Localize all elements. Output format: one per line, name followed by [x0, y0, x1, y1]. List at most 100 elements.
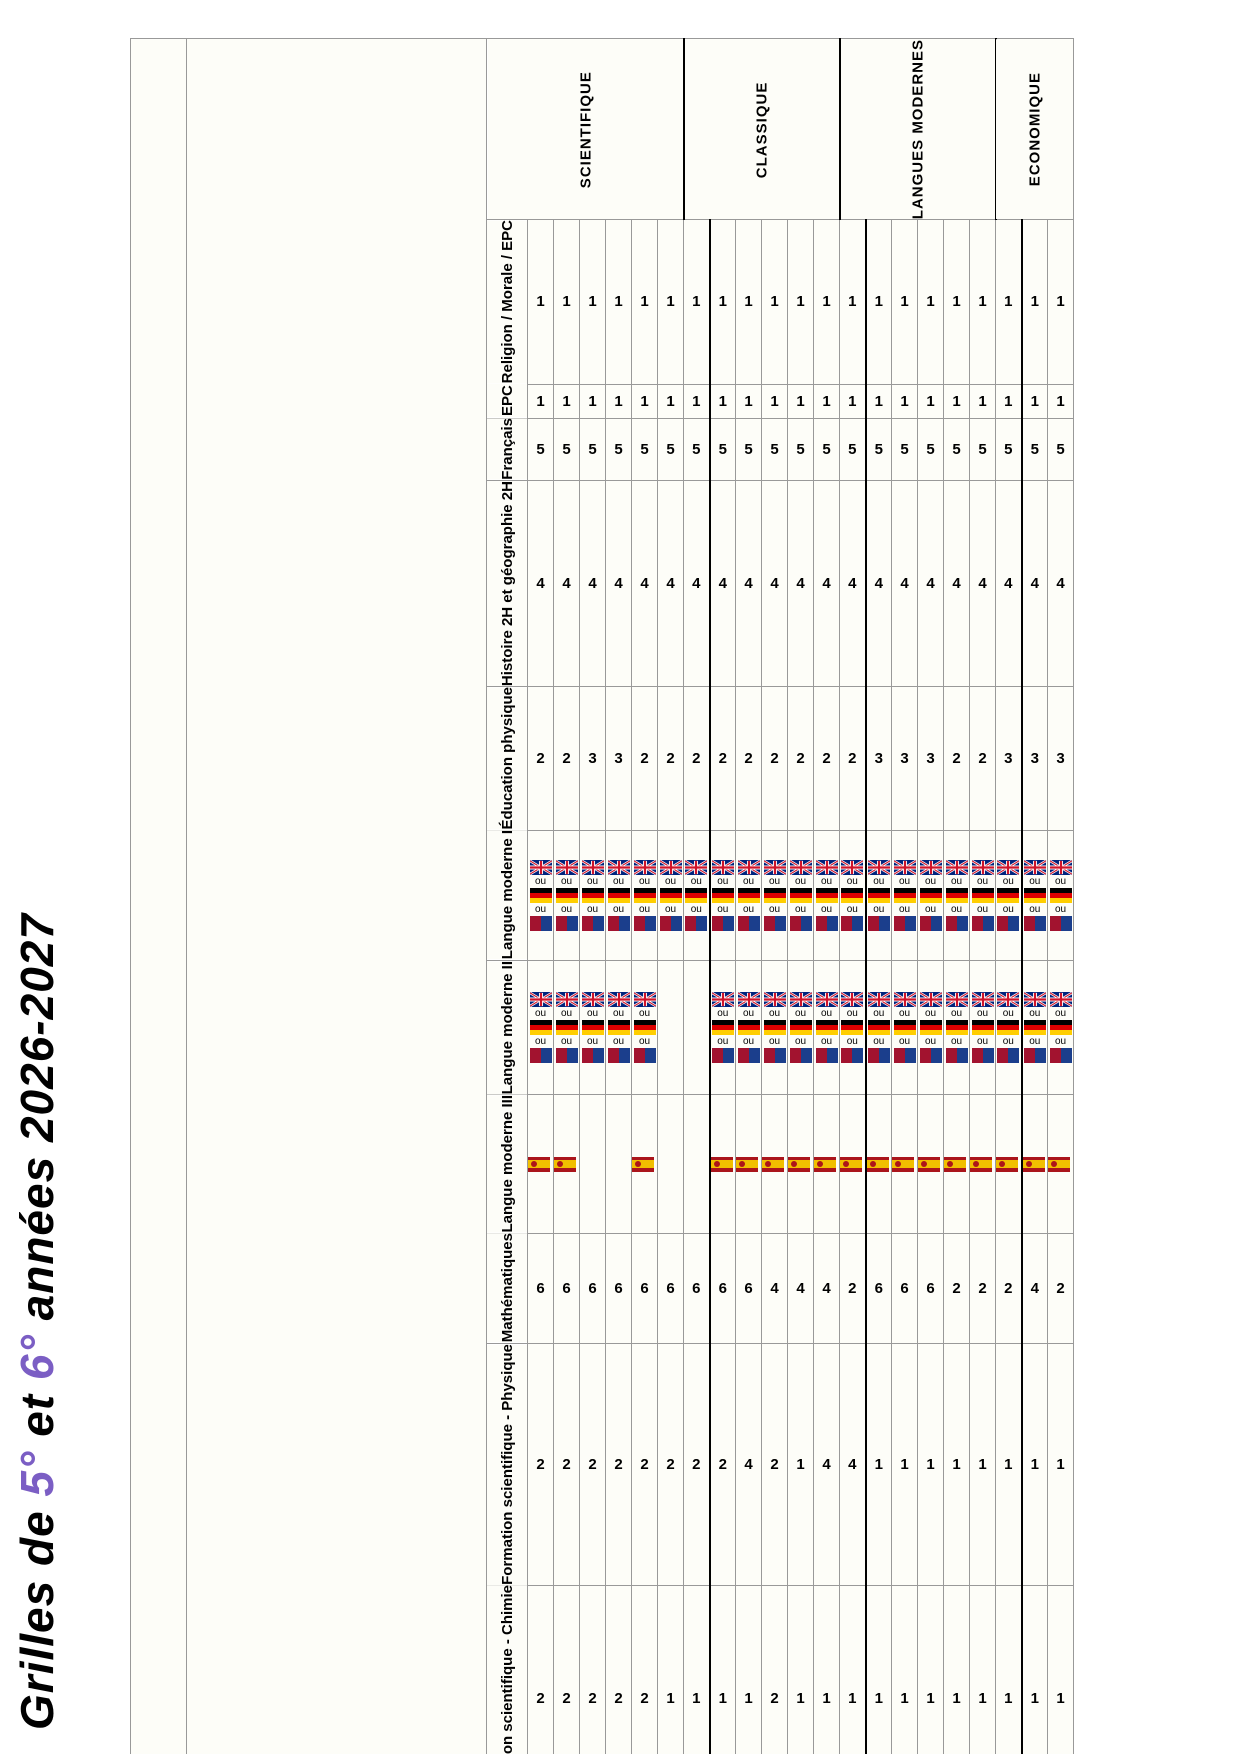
cell-row0-col1: 1 [528, 220, 554, 384]
language-option-flag-icon [790, 1048, 812, 1063]
ou-label: ou [587, 1008, 598, 1019]
cell-row6-col2: ou ou [554, 961, 580, 1095]
germany-flag-icon [582, 888, 604, 903]
germany-flag-icon [530, 888, 552, 903]
uk-flag-icon [556, 992, 578, 1007]
cell-row10-col21: 1 [1048, 1585, 1074, 1754]
cell-row1-col11: 1 [788, 384, 814, 418]
ou-label: ou [639, 1008, 650, 1019]
cell-row5-col18: ou ou [970, 830, 996, 960]
cell-row8-col4: 6 [606, 1233, 632, 1343]
ou-label: ou [925, 876, 936, 887]
cell-row1-col1: 1 [528, 384, 554, 418]
cell-row0-col12: 1 [814, 220, 840, 384]
uk-flag-icon [660, 860, 682, 875]
language-option-flag-icon [608, 916, 630, 931]
cell-row4-col19: 3 [996, 687, 1022, 831]
germany-flag-icon [1050, 888, 1072, 903]
ou-label: ou [535, 1036, 546, 1047]
spain-flag-icon [1048, 1157, 1070, 1172]
cell-row9-col12: 4 [814, 1344, 840, 1586]
cell-row5-col4: ou ou [606, 830, 632, 960]
language-option-flag-icon [790, 916, 812, 931]
ou-label: ou [561, 876, 572, 887]
cell-row6-col3: ou ou [580, 961, 606, 1095]
germany-flag-icon [738, 888, 760, 903]
cell-row8-col3: 6 [580, 1233, 606, 1343]
cell-row9-col5: 2 [632, 1344, 658, 1586]
cell-row10-col17: 1 [944, 1585, 970, 1754]
cell-row8-col19: 2 [996, 1233, 1022, 1343]
ou-label: ou [873, 904, 884, 915]
germany-flag-icon [712, 1020, 734, 1035]
ou-label: ou [613, 904, 624, 915]
ou-label: ou [613, 1008, 624, 1019]
cell-row8-col15: 6 [892, 1233, 918, 1343]
germany-flag-icon [920, 888, 942, 903]
cell-row7-col13 [840, 1095, 866, 1234]
row-label-4: Éducation physique [487, 687, 528, 831]
uk-flag-icon [920, 992, 942, 1007]
ou-label: ou [717, 1008, 728, 1019]
ou-label: ou [743, 1036, 754, 1047]
cell-row0-col19: 1 [996, 220, 1022, 384]
cell-row9-col8: 2 [710, 1344, 736, 1586]
spain-flag-icon [996, 1157, 1018, 1172]
cell-row2-col21: 5 [1048, 418, 1074, 481]
cell-row4-col2: 2 [554, 687, 580, 831]
uk-flag-icon [738, 860, 760, 875]
spain-flag-icon [528, 1157, 550, 1172]
cell-row8-col5: 6 [632, 1233, 658, 1343]
ou-label: ou [769, 1036, 780, 1047]
ou-label: ou [587, 904, 598, 915]
group-header-classique: CLASSIQUE [684, 39, 840, 220]
ou-label: ou [925, 1036, 936, 1047]
cell-row10-col18: 1 [970, 1585, 996, 1754]
cell-row6-col8: ou ou [710, 961, 736, 1095]
cell-row4-col17: 2 [944, 687, 970, 831]
cell-row9-col6: 2 [658, 1344, 684, 1586]
cell-row0-col5: 1 [632, 220, 658, 384]
cell-row3-col16: 4 [918, 481, 944, 687]
cell-row9-col2: 2 [554, 1344, 580, 1586]
ou-label: ou [977, 904, 988, 915]
cell-row9-col20: 1 [1022, 1344, 1048, 1586]
cell-row1-col14: 1 [866, 384, 892, 418]
ou-label: ou [925, 904, 936, 915]
cell-row7-col21 [1048, 1095, 1074, 1234]
germany-flag-icon [1024, 888, 1046, 903]
ou-label: ou [1003, 876, 1014, 887]
language-option-flag-icon [1024, 1048, 1046, 1063]
language-option-flag-icon [608, 1048, 630, 1063]
cell-row6-col16: ou ou [918, 961, 944, 1095]
cell-row3-col14: 4 [866, 481, 892, 687]
ou-label: ou [717, 904, 728, 915]
cell-row3-col6: 4 [658, 481, 684, 687]
germany-flag-icon [868, 888, 890, 903]
cell-row2-col5: 5 [632, 418, 658, 481]
cell-row2-col4: 5 [606, 418, 632, 481]
cell-row1-col3: 1 [580, 384, 606, 418]
cell-row7-col3 [580, 1095, 606, 1234]
cell-row5-col16: ou ou [918, 830, 944, 960]
cell-row2-col10: 5 [762, 418, 788, 481]
ou-label: ou [587, 876, 598, 887]
ou-label: ou [769, 1008, 780, 1019]
cell-row9-col7: 2 [684, 1344, 710, 1586]
germany-flag-icon [997, 888, 1019, 903]
grille-table: GRILLES À DOMINANTE SCIENTIFIQUECLASSIQUE… [130, 38, 1230, 1538]
cell-row3-col11: 4 [788, 481, 814, 687]
cell-row9-col21: 1 [1048, 1344, 1074, 1586]
ou-label: ou [1003, 904, 1014, 915]
cell-row4-col14: 3 [866, 687, 892, 831]
language-option-flag-icon [997, 916, 1019, 931]
cell-row1-col17: 1 [944, 384, 970, 418]
cell-row10-col1: 2 [528, 1585, 554, 1754]
cell-row9-col11: 1 [788, 1344, 814, 1586]
row-label-column-spacer [187, 39, 487, 1754]
page-title: Grilles de 5° et 6° années 2026-2027 [10, 30, 64, 1730]
uk-flag-icon [894, 860, 916, 875]
ou-label: ou [847, 876, 858, 887]
ou-label: ou [795, 904, 806, 915]
cell-row7-col7 [684, 1095, 710, 1234]
